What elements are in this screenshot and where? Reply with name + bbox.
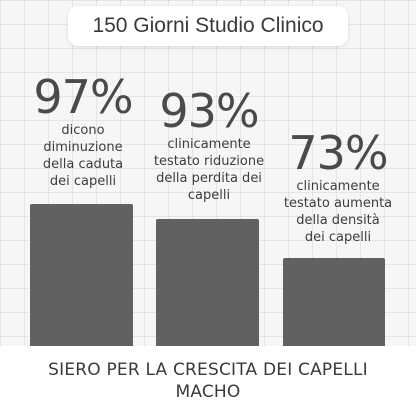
stat-percent-2: 93% bbox=[159, 84, 259, 138]
stat-description-3: clinicamente testato aumenta della densi… bbox=[276, 178, 400, 246]
page-title: 150 Giorni Studio Clinico bbox=[92, 14, 324, 37]
stat-desc-line: testato riduzione bbox=[153, 154, 265, 169]
stat-percent-3: 73% bbox=[288, 126, 388, 180]
stat-percent-1: 97% bbox=[33, 70, 133, 124]
stat-desc-line: dicono bbox=[61, 123, 105, 138]
stat-block-3: 73% clinicamente testato aumenta della d… bbox=[276, 130, 400, 246]
product-footer: SIERO PER LA CRESCITA DEI CAPELLI MACHO bbox=[0, 346, 416, 416]
title-banner: 150 Giorni Studio Clinico bbox=[68, 6, 348, 46]
stat-desc-line: testato aumenta bbox=[283, 196, 393, 211]
stat-description-1: dicono diminuzione della caduta dei cape… bbox=[22, 122, 144, 190]
stat-desc-line: clinicamente bbox=[296, 179, 380, 194]
product-name-line-2: MACHO bbox=[175, 382, 241, 402]
product-name-line-1: SIERO PER LA CRESCITA DEI CAPELLI bbox=[48, 360, 368, 380]
stat-bar-2 bbox=[156, 219, 259, 346]
stat-desc-line: dei capelli bbox=[304, 230, 372, 245]
stat-desc-line: della perdita dei bbox=[156, 171, 262, 186]
stat-desc-line: clinicamente bbox=[167, 137, 251, 152]
stat-desc-line: capelli bbox=[187, 188, 231, 203]
stat-bar-1 bbox=[30, 204, 133, 346]
stat-desc-line: della densità bbox=[296, 213, 380, 228]
stat-desc-line: diminuzione bbox=[43, 140, 123, 155]
stat-block-1: 97% dicono diminuzione della caduta dei … bbox=[22, 74, 144, 190]
stat-bar-3 bbox=[283, 258, 385, 346]
stat-block-2: 93% clinicamente testato riduzione della… bbox=[148, 88, 270, 204]
stat-desc-line: della caduta bbox=[42, 157, 124, 172]
stat-desc-line: dei capelli bbox=[49, 174, 117, 189]
stat-description-2: clinicamente testato riduzione della per… bbox=[148, 136, 270, 204]
